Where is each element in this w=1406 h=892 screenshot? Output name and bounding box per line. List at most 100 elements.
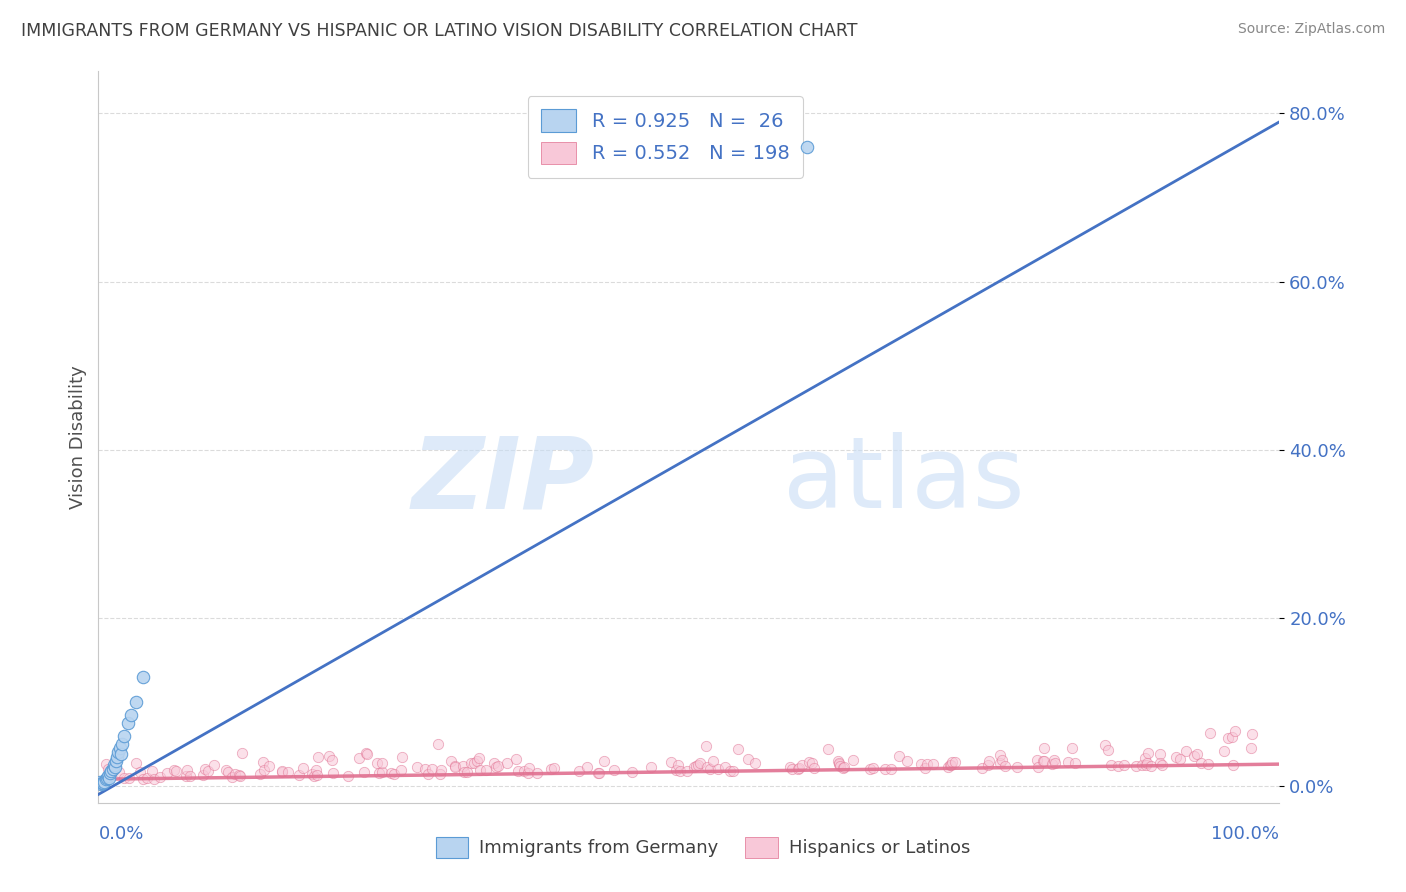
Point (257, 759, 280, 773)
Point (252, 755, 274, 769)
Point (107, 745, 129, 759)
Point (659, 755, 682, 769)
Point (468, 751, 491, 765)
Point (718, 764, 741, 778)
Point (307, 768, 329, 782)
Point (939, 758, 962, 772)
Point (796, 140, 818, 154)
Point (141, 764, 163, 779)
Point (197, 764, 219, 778)
Point (97, 769, 120, 783)
Point (249, 767, 271, 781)
Point (896, 754, 918, 768)
Point (380, 766, 402, 780)
Point (96, 771, 118, 785)
Point (1149, 747, 1171, 762)
Point (915, 757, 938, 772)
Point (366, 756, 388, 770)
Point (1212, 744, 1234, 758)
Point (990, 747, 1012, 762)
Point (94, 757, 117, 772)
Point (675, 764, 697, 779)
Point (1114, 758, 1136, 772)
Point (696, 759, 718, 773)
Point (576, 760, 599, 774)
Point (689, 756, 711, 770)
Point (707, 762, 730, 776)
Point (347, 751, 370, 765)
Point (779, 760, 801, 774)
Text: IMMIGRANTS FROM GERMANY VS HISPANIC OR LATINO VISION DISABILITY CORRELATION CHAR: IMMIGRANTS FROM GERMANY VS HISPANIC OR L… (21, 22, 858, 40)
Point (941, 755, 963, 769)
Point (97, 762, 120, 776)
Point (972, 761, 994, 775)
Point (356, 747, 378, 761)
Point (228, 768, 250, 782)
Point (270, 765, 292, 780)
Point (799, 755, 821, 769)
Point (90, 777, 112, 791)
Point (202, 758, 225, 772)
Point (101, 762, 124, 776)
Point (98, 771, 121, 785)
Point (1064, 756, 1087, 771)
Point (125, 695, 148, 709)
Point (979, 754, 1001, 768)
Point (405, 760, 427, 774)
Point (1125, 759, 1147, 773)
Point (990, 754, 1012, 768)
Point (307, 750, 329, 764)
Point (149, 770, 172, 784)
Point (517, 761, 540, 775)
Point (221, 770, 243, 784)
Point (228, 768, 250, 782)
Point (516, 766, 538, 780)
Point (353, 765, 375, 780)
Point (1197, 756, 1219, 771)
Point (413, 763, 436, 777)
Point (131, 772, 153, 786)
Point (588, 765, 610, 780)
Point (943, 755, 966, 769)
Point (468, 763, 491, 777)
Text: Source: ZipAtlas.com: Source: ZipAtlas.com (1237, 22, 1385, 37)
Point (714, 760, 737, 774)
Point (100, 764, 122, 778)
Point (790, 757, 813, 772)
Point (1189, 756, 1212, 770)
Point (163, 764, 186, 778)
Point (1220, 731, 1243, 745)
Point (318, 748, 340, 763)
Point (429, 767, 451, 781)
Point (416, 767, 439, 781)
Point (827, 754, 849, 768)
Point (1060, 740, 1083, 755)
Legend: Immigrants from Germany, Hispanics or Latinos: Immigrants from Germany, Hispanics or La… (429, 830, 977, 865)
Point (270, 764, 292, 778)
Point (136, 771, 159, 785)
Point (371, 765, 394, 780)
Point (112, 772, 135, 786)
Point (111, 737, 134, 751)
Text: atlas: atlas (783, 433, 1025, 530)
Point (117, 715, 139, 730)
Point (118, 771, 141, 785)
Point (482, 756, 505, 771)
Point (451, 759, 474, 773)
Point (217, 764, 239, 779)
Point (430, 763, 453, 777)
Point (456, 765, 478, 780)
Point (444, 758, 467, 772)
Point (880, 762, 903, 776)
Point (460, 756, 482, 771)
Point (543, 761, 565, 775)
Point (465, 754, 488, 768)
Point (1005, 760, 1028, 774)
Point (977, 757, 1000, 772)
Point (91, 776, 114, 790)
Point (1222, 757, 1244, 772)
Legend: R = 0.925   N =  26, R = 0.552   N = 198: R = 0.925 N = 26, R = 0.552 N = 198 (527, 95, 803, 178)
Point (104, 760, 127, 774)
Point (593, 754, 616, 768)
Point (1185, 747, 1208, 762)
